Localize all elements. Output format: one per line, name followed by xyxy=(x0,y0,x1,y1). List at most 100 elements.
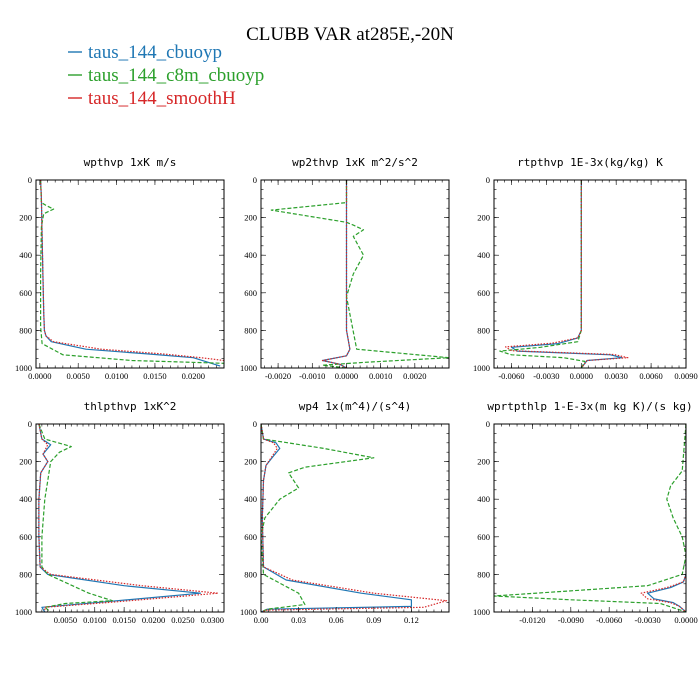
x-tick-label: 0.0010 xyxy=(369,371,392,381)
series-line xyxy=(510,180,623,368)
x-tick-label: 0.0100 xyxy=(105,371,128,381)
panel-title: rtpthvp 1E-3x(kg/kg) K xyxy=(517,156,663,169)
series-line xyxy=(261,424,448,612)
x-tick-label: 0.0030 xyxy=(604,371,627,381)
x-tick-label: 0.0250 xyxy=(171,615,194,625)
series-line xyxy=(270,180,449,368)
x-tick-label: 0.0090 xyxy=(674,371,697,381)
x-tick-label: 0.03 xyxy=(291,615,306,625)
x-tick-label: 0.12 xyxy=(404,615,419,625)
plot-frame xyxy=(35,179,225,369)
x-tick-label: 0.0020 xyxy=(403,371,426,381)
x-tick-label: 0.06 xyxy=(329,615,344,625)
y-tick-label: 200 xyxy=(244,213,257,223)
x-tick-label: 0.0000 xyxy=(28,371,51,381)
series-line xyxy=(321,180,351,368)
x-tick-label: -0.0120 xyxy=(519,615,545,625)
y-tick-label: 1000 xyxy=(473,363,490,373)
panel-title: wprtpthlp 1-E-3x(m kg K)/(s kg) xyxy=(487,400,692,413)
x-tick-label: -0.0090 xyxy=(558,615,584,625)
series-line xyxy=(38,424,202,612)
legend-label: taus_144_cbuoyp xyxy=(88,42,222,63)
y-tick-label: 200 xyxy=(244,457,257,467)
y-tick-label: 600 xyxy=(244,532,257,542)
x-tick-label: -0.0010 xyxy=(299,371,325,381)
y-tick-label: 600 xyxy=(19,288,32,298)
x-tick-label: 0.0200 xyxy=(182,371,205,381)
x-tick-label: -0.0060 xyxy=(596,615,622,625)
x-tick-label: 0.0000 xyxy=(335,371,358,381)
y-tick-label: 1000 xyxy=(240,363,257,373)
y-tick-label: 0 xyxy=(28,419,32,429)
x-tick-label: -0.0030 xyxy=(634,615,660,625)
series-line xyxy=(505,180,629,368)
series-line xyxy=(640,424,686,612)
y-tick-label: 800 xyxy=(477,569,490,579)
y-tick-label: 400 xyxy=(244,250,257,260)
y-tick-label: 0 xyxy=(486,419,490,429)
y-tick-label: 600 xyxy=(244,288,257,298)
series-line xyxy=(40,180,221,367)
y-tick-label: 600 xyxy=(19,532,32,542)
x-tick-label: 0.00 xyxy=(254,615,269,625)
y-tick-label: 400 xyxy=(244,494,257,504)
plot-frame xyxy=(493,423,687,613)
series-line xyxy=(39,180,224,364)
x-tick-label: 0.0000 xyxy=(674,615,697,625)
y-tick-label: 1000 xyxy=(15,607,32,617)
x-tick-label: -0.0030 xyxy=(533,371,559,381)
x-tick-label: 0.0300 xyxy=(201,615,224,625)
y-tick-label: 0 xyxy=(253,419,257,429)
x-tick-label: 0.0100 xyxy=(83,615,106,625)
y-tick-label: 800 xyxy=(244,569,257,579)
y-tick-label: 400 xyxy=(19,494,32,504)
panel-title: wp4 1x(m^4)/(s^4) xyxy=(299,400,412,413)
chart-panel: thlpthvp 1xK^2 0 200 400 600 800 1000 0.0050 0.0… xyxy=(15,400,225,625)
x-tick-label: 0.0050 xyxy=(67,371,90,381)
series-line xyxy=(261,424,412,612)
y-tick-label: 200 xyxy=(477,213,490,223)
x-tick-label: 0.0150 xyxy=(112,615,135,625)
y-tick-label: 600 xyxy=(477,532,490,542)
chart-panel: wprtpthlp 1-E-3x(m kg K)/(s kg) 0 200 400 60… xyxy=(473,400,698,625)
x-tick-label: 0.0150 xyxy=(143,371,166,381)
legend: taus_144_cbuoyptaus_144_c8m_cbuoyptaus_1… xyxy=(68,42,264,109)
legend-label: taus_144_smoothH xyxy=(88,88,236,109)
y-tick-label: 600 xyxy=(477,288,490,298)
chart-panel: wp2thvp 1xK m^2/s^2 0 200 400 600 800 1000 -0.0… xyxy=(240,156,450,381)
x-tick-label: 0.0200 xyxy=(142,615,165,625)
y-tick-label: 800 xyxy=(19,325,32,335)
x-tick-label: 0.0060 xyxy=(639,371,662,381)
y-tick-label: 1000 xyxy=(473,607,490,617)
series-line xyxy=(40,180,224,362)
y-tick-label: 200 xyxy=(477,457,490,467)
x-tick-label: 0.0000 xyxy=(570,371,593,381)
figure-title: CLUBB VAR at285E,-20N xyxy=(246,24,454,45)
y-tick-label: 1000 xyxy=(15,363,32,373)
plot-frame xyxy=(493,179,687,369)
y-tick-label: 0 xyxy=(253,175,257,185)
panel-title: wp2thvp 1xK m^2/s^2 xyxy=(292,156,418,169)
plot-frame xyxy=(260,423,450,613)
y-tick-label: 400 xyxy=(19,250,32,260)
x-tick-label: -0.0020 xyxy=(265,371,291,381)
y-tick-label: 0 xyxy=(486,175,490,185)
y-tick-label: 200 xyxy=(19,213,32,223)
y-tick-label: 200 xyxy=(19,457,32,467)
series-line xyxy=(38,424,114,612)
series-line xyxy=(38,424,219,612)
x-tick-label: 0.0050 xyxy=(54,615,77,625)
x-tick-label: 0.09 xyxy=(366,615,381,625)
panel-title: wpthvp 1xK m/s xyxy=(84,156,177,169)
y-tick-label: 0 xyxy=(28,175,32,185)
y-tick-label: 400 xyxy=(477,250,490,260)
y-tick-label: 800 xyxy=(19,569,32,579)
y-tick-label: 400 xyxy=(477,494,490,504)
legend-label: taus_144_c8m_cbuoyp xyxy=(88,65,264,86)
series-line xyxy=(321,180,351,368)
y-tick-label: 800 xyxy=(244,325,257,335)
